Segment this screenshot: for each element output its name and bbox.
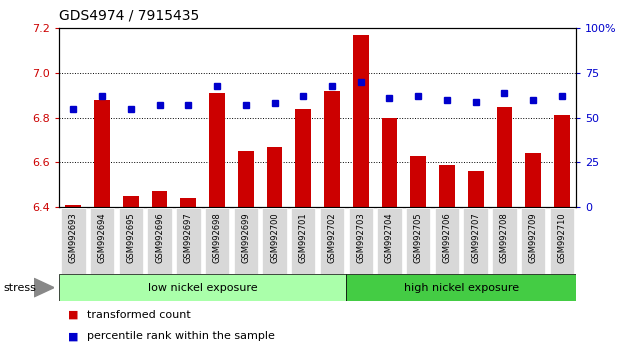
Bar: [347, 274, 576, 301]
FancyBboxPatch shape: [378, 209, 402, 274]
Text: GSM992701: GSM992701: [299, 212, 308, 263]
FancyBboxPatch shape: [262, 209, 287, 274]
Text: GSM992706: GSM992706: [443, 212, 451, 263]
FancyBboxPatch shape: [233, 209, 258, 274]
Text: GSM992698: GSM992698: [212, 212, 222, 263]
FancyBboxPatch shape: [119, 209, 143, 274]
Text: percentile rank within the sample: percentile rank within the sample: [87, 331, 275, 341]
FancyBboxPatch shape: [147, 209, 172, 274]
Bar: [181, 198, 196, 207]
FancyBboxPatch shape: [320, 209, 344, 274]
Text: high nickel exposure: high nickel exposure: [404, 282, 519, 293]
Bar: [410, 156, 426, 207]
Bar: [238, 151, 254, 207]
Text: GSM992708: GSM992708: [500, 212, 509, 263]
Text: GSM992700: GSM992700: [270, 212, 279, 263]
Bar: [353, 35, 369, 207]
Bar: [152, 192, 168, 207]
Text: GSM992709: GSM992709: [528, 212, 538, 263]
Bar: [94, 100, 110, 207]
FancyBboxPatch shape: [61, 209, 86, 274]
Bar: [525, 154, 541, 207]
Text: transformed count: transformed count: [87, 310, 191, 320]
Text: stress: stress: [3, 282, 36, 293]
Polygon shape: [34, 278, 54, 297]
Text: GSM992699: GSM992699: [242, 212, 250, 263]
Text: GSM992703: GSM992703: [356, 212, 365, 263]
Text: GSM992702: GSM992702: [327, 212, 337, 263]
Bar: [381, 118, 397, 207]
Text: ■: ■: [68, 331, 79, 341]
Text: GSM992693: GSM992693: [69, 212, 78, 263]
FancyBboxPatch shape: [435, 209, 459, 274]
Bar: [123, 196, 138, 207]
FancyBboxPatch shape: [176, 209, 201, 274]
Bar: [497, 107, 512, 207]
FancyBboxPatch shape: [521, 209, 545, 274]
FancyBboxPatch shape: [291, 209, 315, 274]
Bar: [59, 274, 347, 301]
Text: GSM992697: GSM992697: [184, 212, 193, 263]
Text: ■: ■: [68, 310, 79, 320]
FancyBboxPatch shape: [492, 209, 517, 274]
Text: GSM992704: GSM992704: [385, 212, 394, 263]
FancyBboxPatch shape: [463, 209, 488, 274]
FancyBboxPatch shape: [205, 209, 229, 274]
Bar: [296, 109, 311, 207]
Bar: [65, 205, 81, 207]
Bar: [324, 91, 340, 207]
Bar: [209, 93, 225, 207]
Bar: [554, 115, 570, 207]
FancyBboxPatch shape: [90, 209, 114, 274]
Text: GSM992695: GSM992695: [126, 212, 135, 263]
Text: GSM992705: GSM992705: [414, 212, 423, 263]
FancyBboxPatch shape: [406, 209, 430, 274]
Text: GDS4974 / 7915435: GDS4974 / 7915435: [59, 9, 199, 23]
Text: low nickel exposure: low nickel exposure: [148, 282, 258, 293]
Bar: [266, 147, 283, 207]
FancyBboxPatch shape: [550, 209, 574, 274]
Bar: [468, 171, 484, 207]
Text: GSM992707: GSM992707: [471, 212, 480, 263]
Text: GSM992696: GSM992696: [155, 212, 164, 263]
FancyBboxPatch shape: [348, 209, 373, 274]
Text: GSM992694: GSM992694: [97, 212, 107, 263]
Bar: [439, 165, 455, 207]
Text: GSM992710: GSM992710: [558, 212, 566, 263]
